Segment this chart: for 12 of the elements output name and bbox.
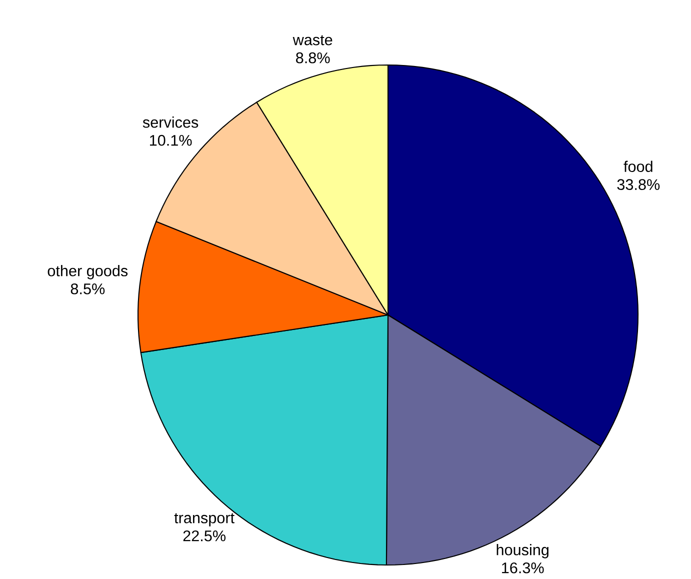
data-label: 22.5% xyxy=(183,530,226,542)
slice-label: transport xyxy=(174,513,234,526)
data-label: 10.1% xyxy=(150,134,192,146)
data-label: 16.3% xyxy=(502,562,544,574)
slice-label: services xyxy=(142,116,198,128)
data-label: 8.8% xyxy=(296,52,330,64)
slice-label: other goods xyxy=(48,265,128,280)
slice-label: waste xyxy=(292,35,332,46)
slice-label: housing xyxy=(496,544,548,558)
data-label: 33.8% xyxy=(617,179,660,190)
data-label: 8.5% xyxy=(70,283,105,294)
slice-label: food xyxy=(624,160,652,172)
